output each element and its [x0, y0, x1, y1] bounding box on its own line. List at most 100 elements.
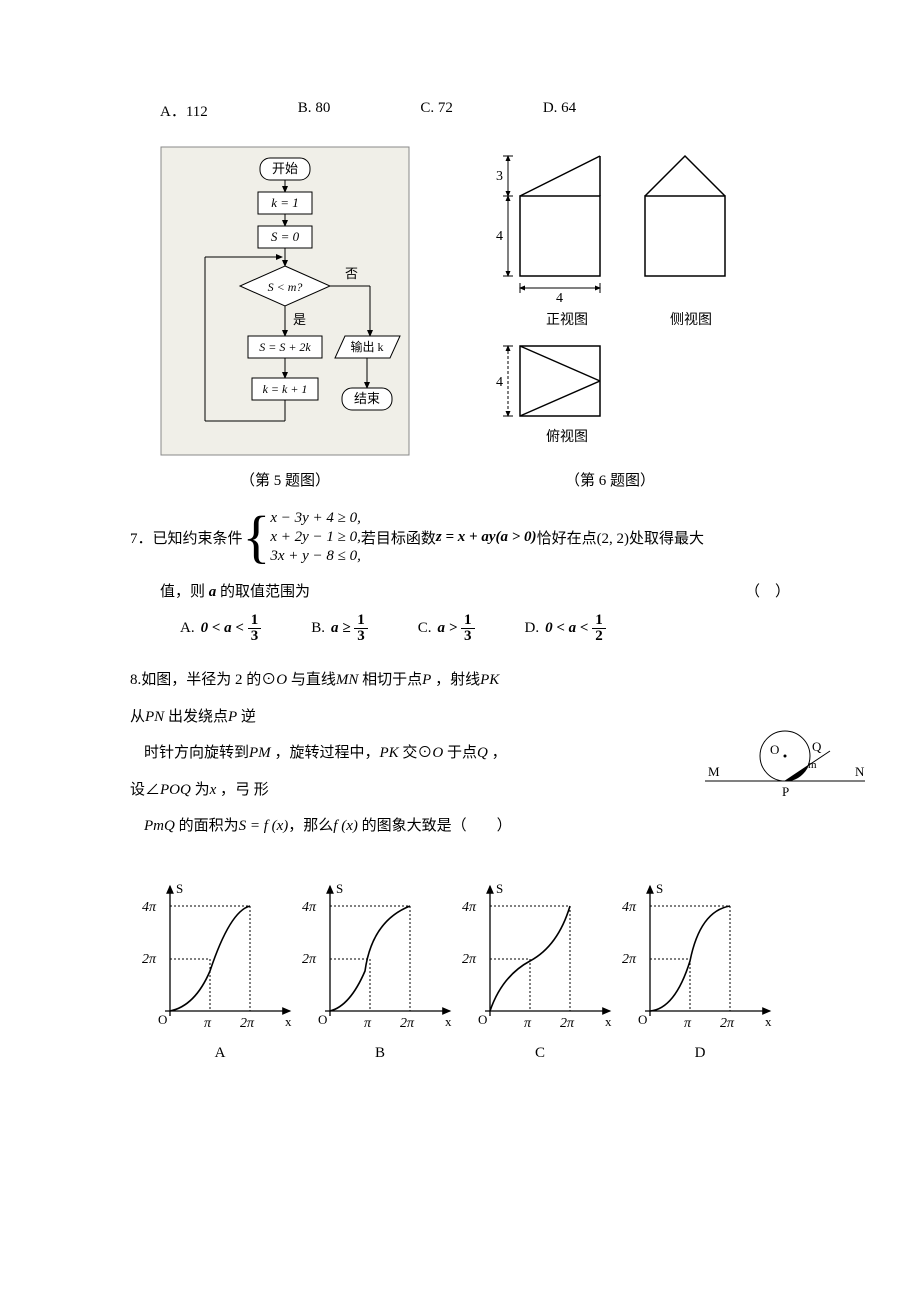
- tick-pi: π: [204, 1016, 212, 1031]
- dim-4c: 4: [496, 375, 503, 390]
- opt-d: D. 64: [543, 100, 576, 121]
- q7-brace: {: [243, 508, 271, 566]
- q8-l3pm: PM: [249, 745, 271, 761]
- tick-4pi: 4π: [462, 900, 477, 915]
- q8-l2p: P: [228, 709, 237, 725]
- q8-l3c: 交⊙: [399, 745, 433, 761]
- opt-a-val: 112: [186, 104, 208, 120]
- q7-b-letter: B.: [311, 620, 325, 637]
- graph-D-svg: S x O 4π 2π π 2π: [620, 881, 780, 1036]
- axis-s-label: S: [176, 881, 183, 896]
- q7-opt-a: A. 0 < a < 13: [180, 613, 261, 644]
- tick-2pi: 2π: [462, 952, 477, 967]
- tick-pi: π: [364, 1016, 372, 1031]
- origin-label: O: [638, 1012, 647, 1027]
- q7-opt-b: B. a ≥ 13: [311, 613, 368, 644]
- q7-d-letter: D.: [525, 620, 540, 637]
- q8-l4poq: POQ: [160, 782, 191, 798]
- opt-a: A．112: [160, 100, 208, 121]
- axis-x-label: x: [765, 1014, 772, 1029]
- q7-c-den: 3: [461, 629, 475, 644]
- caption-row: （第 5 题图） （第 6 题图）: [130, 469, 790, 490]
- q8-l2a: 从: [130, 709, 145, 725]
- q8-l5b: ，那么: [288, 818, 333, 834]
- axis-s-label: S: [656, 881, 663, 896]
- tick-2pi: 2π: [302, 952, 317, 967]
- flow-end-text: 结束: [354, 391, 380, 406]
- tick-pi: π: [524, 1016, 532, 1031]
- three-views-svg: 3 4 4 正视图 侧视图: [470, 146, 750, 456]
- side-view-label: 侧视图: [670, 312, 712, 328]
- caption-q6: （第 6 题图）: [470, 469, 750, 490]
- graph-C-letter: C: [460, 1045, 620, 1062]
- top-view: 4 俯视图: [496, 346, 600, 445]
- q7-a-pre: 0 < a <: [201, 620, 244, 636]
- opt-c-letter: C.: [420, 100, 438, 116]
- tick-pi: π: [684, 1016, 692, 1031]
- q8-l5fx: f (x): [333, 818, 358, 834]
- q8-l3e: ，: [488, 745, 507, 761]
- tick-4pi: 4π: [302, 900, 317, 915]
- opt-d-letter: D.: [543, 100, 561, 116]
- q8-l2b: 出发绕点: [164, 709, 228, 725]
- graph-B: S x O 4π 2π π 2π B: [300, 881, 460, 1062]
- graph-D-letter: D: [620, 1045, 780, 1062]
- q7-mid: 若目标函数: [361, 527, 436, 548]
- q8-l2pn: PN: [145, 709, 164, 725]
- tick-4pi: 4π: [622, 900, 637, 915]
- q8-l1d: ，射线: [431, 672, 480, 688]
- axis-x-label: x: [605, 1014, 612, 1029]
- graph-A-svg: S x O 4π 2π π 2π: [140, 881, 300, 1036]
- q8-l1a: 8.如图，半径为 2 的⊙: [130, 672, 276, 688]
- q7-line2: 值，则 a 的取值范围为 （ ）: [160, 580, 790, 601]
- q7-sys-2: x + 2y − 1 ≥ 0,: [270, 529, 361, 546]
- graph-C: S x O 4π 2π π 2π C: [460, 881, 620, 1062]
- q7-sys-lines: x − 3y + 4 ≥ 0, x + 2y − 1 ≥ 0, 3x + y −…: [270, 510, 361, 565]
- center-dot: [784, 755, 787, 758]
- q7-c-num: 1: [461, 613, 475, 629]
- q7-sys-1: x − 3y + 4 ≥ 0,: [270, 510, 361, 527]
- front-view-label: 正视图: [546, 312, 588, 328]
- q8-l3: 时针方向旋转到PM ，旋转过程中，PK 交⊙O 于点Q ，: [144, 739, 790, 768]
- graph-A-letter: A: [140, 1045, 300, 1062]
- q8-l1mn: MN: [336, 672, 359, 688]
- label-m-small: m: [808, 759, 817, 771]
- q8-l5s: S = f (x): [239, 818, 289, 834]
- q7-options: A. 0 < a < 13 B. a ≥ 13 C. a > 13 D. 0 <…: [180, 613, 790, 644]
- tick-2pi: 2π: [622, 952, 637, 967]
- q7-system: { x − 3y + 4 ≥ 0, x + 2y − 1 ≥ 0, 3x + y…: [243, 508, 361, 566]
- opt-b-letter: B.: [298, 100, 316, 116]
- label-p: P: [782, 784, 789, 799]
- opt-a-letter: A．: [160, 104, 186, 120]
- three-views-figure: 3 4 4 正视图 侧视图: [470, 146, 750, 461]
- q8-l5c: 的图象大致是（ ）: [358, 818, 512, 834]
- q7-opt-c: C. a > 13: [418, 613, 475, 644]
- opt-c-val: 72: [438, 100, 453, 116]
- tick-4pi: 4π: [142, 900, 157, 915]
- flowchart-figure: 开始 k = 1 S = 0 S < m? 否 输出 k 结束: [160, 146, 410, 461]
- q7-b-den: 3: [354, 629, 368, 644]
- graph-C-svg: S x O 4π 2π π 2π: [460, 881, 620, 1036]
- opt-b-val: 80: [315, 100, 330, 116]
- figures-row: 开始 k = 1 S = 0 S < m? 否 输出 k 结束: [130, 146, 790, 461]
- q8-l3pk: PK: [379, 745, 398, 761]
- flow-k1-text: k = 1: [271, 195, 299, 210]
- axis-s-label: S: [336, 881, 343, 896]
- q7-opt-d: D. 0 < a < 12: [525, 613, 606, 644]
- q8-l1p: P: [422, 672, 431, 688]
- q7-b-num: 1: [354, 613, 368, 629]
- q8-l4b: 为: [191, 782, 210, 798]
- q7-line1: 7．已知约束条件 { x − 3y + 4 ≥ 0, x + 2y − 1 ≥ …: [130, 508, 790, 566]
- q7-prefix: 7．已知约束条件: [130, 527, 243, 548]
- q8-l1: 8.如图，半径为 2 的⊙O 与直线MN 相切于点P ，射线PK: [130, 666, 790, 695]
- side-view: 侧视图: [645, 156, 725, 328]
- graph-A: S x O 4π 2π π 2π A: [140, 881, 300, 1062]
- q7-var: a: [209, 584, 217, 600]
- q7-paren: （ ）: [745, 580, 790, 601]
- q7-d-den: 2: [592, 629, 606, 644]
- axis-x-label: x: [285, 1014, 292, 1029]
- dim-3: 3: [496, 169, 503, 184]
- opt-c: C. 72: [420, 100, 453, 121]
- dim-4b: 4: [556, 291, 563, 306]
- axis-s-label: S: [496, 881, 503, 896]
